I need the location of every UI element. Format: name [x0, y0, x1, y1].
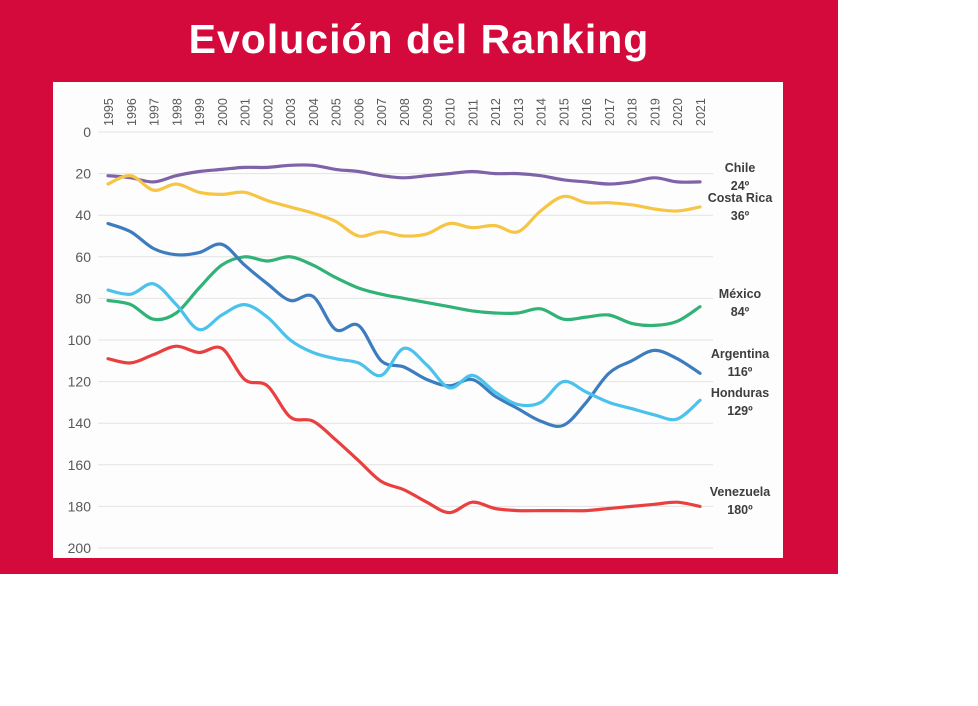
y-tick-label: 200 — [68, 540, 92, 556]
series-name: Venezuela — [709, 485, 771, 499]
series-line-honduras — [106, 282, 702, 422]
series-name: Chile — [724, 161, 756, 175]
x-tick-label: 2017 — [603, 98, 617, 126]
x-tick-label: 2008 — [398, 98, 412, 126]
x-tick-label: 2005 — [330, 98, 344, 126]
x-tick-label: 1996 — [125, 98, 139, 126]
series-line-costa-rica — [106, 174, 702, 238]
y-tick-label: 180 — [68, 498, 92, 514]
series-line-méxico — [106, 255, 702, 328]
x-tick-label: 2016 — [580, 98, 594, 126]
y-tick-label: 20 — [75, 166, 91, 182]
series-rank: 36º — [730, 209, 750, 223]
series-rank: 24º — [730, 179, 750, 193]
x-tick-label: 2002 — [261, 98, 275, 126]
x-tick-label: 2001 — [239, 98, 253, 126]
series-label-argentina: Argentina 116º — [670, 345, 810, 381]
series-name: Honduras — [710, 386, 770, 400]
x-tick-label: 2007 — [375, 98, 389, 126]
y-tick-label: 40 — [75, 207, 91, 223]
series-line-chile — [106, 163, 702, 186]
ranking-card: Evolución del Ranking 0 20 40 60 80 100 120 140… — [0, 0, 838, 574]
series-rank: 129º — [727, 404, 753, 418]
y-tick-label: 160 — [68, 457, 92, 473]
x-tick-label: 1999 — [193, 98, 207, 126]
x-tick-label: 2003 — [284, 98, 298, 126]
x-tick-label: 2000 — [216, 98, 230, 126]
x-tick-label: 2018 — [626, 98, 640, 126]
series-line-venezuela — [106, 344, 702, 515]
y-tick-label: 60 — [75, 249, 91, 265]
y-tick-label: 140 — [68, 415, 92, 431]
series-name: México — [718, 287, 762, 301]
x-tick-label: 1997 — [148, 98, 162, 126]
y-tick-label: 80 — [75, 290, 91, 306]
x-tick-label: 2009 — [421, 98, 435, 126]
series-name: Argentina — [710, 347, 770, 361]
x-tick-label: 2012 — [489, 98, 503, 126]
x-tick-label: 2011 — [466, 99, 480, 126]
series-rank: 84º — [730, 305, 750, 319]
series-label-honduras: Honduras 129º — [670, 384, 810, 420]
series-label-costa-rica: Costa Rica 36º — [670, 189, 810, 225]
x-tick-label: 2020 — [671, 98, 685, 126]
x-tick-label: 2004 — [307, 98, 321, 126]
x-tick-label: 2006 — [352, 98, 366, 126]
x-tick-label: 2010 — [444, 98, 458, 126]
series-label-mexico: México 84º — [670, 285, 810, 321]
series-label-chile: Chile 24º — [670, 159, 810, 195]
x-tick-label: 2019 — [648, 98, 662, 126]
ranking-line-chart: 0 20 40 60 80 100 120 140 160 180 200 1995 1996 1997 1… — [68, 98, 713, 556]
x-tick-label: 2014 — [535, 98, 549, 126]
chart-panel: 0 20 40 60 80 100 120 140 160 180 200 1995 1996 1997 1… — [53, 82, 783, 558]
series-rank: 180º — [727, 503, 753, 517]
x-tick-label: 2021 — [694, 98, 708, 126]
series-label-venezuela: Venezuela 180º — [670, 483, 810, 519]
y-tick-label: 100 — [68, 332, 92, 348]
x-tick-label: 1998 — [170, 98, 184, 126]
y-tick-label: 0 — [83, 124, 91, 140]
x-tick-label: 2013 — [512, 98, 526, 126]
series-line-argentina — [106, 221, 702, 428]
series-rank: 116º — [727, 365, 753, 379]
y-tick-label: 120 — [68, 374, 92, 390]
x-tick-label: 2015 — [557, 98, 571, 126]
chart-title: Evolución del Ranking — [188, 16, 650, 62]
series-name: Costa Rica — [707, 191, 773, 205]
x-tick-label: 1995 — [102, 98, 116, 126]
